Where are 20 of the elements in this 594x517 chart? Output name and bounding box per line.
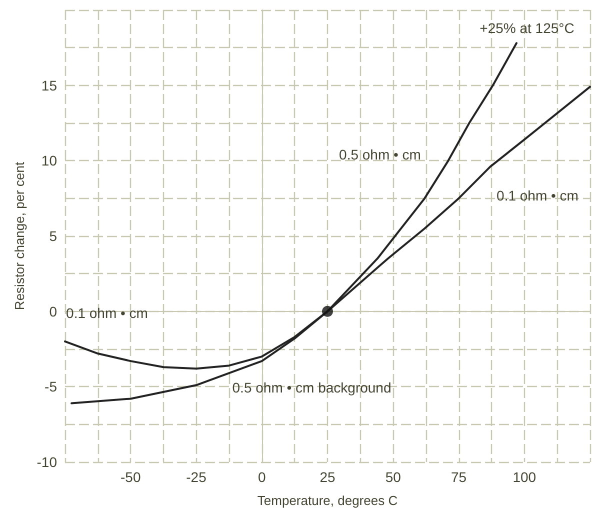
x-tick-label: 50 bbox=[385, 469, 402, 485]
x-tick-label: -50 bbox=[120, 469, 141, 485]
y-tick-label: 10 bbox=[41, 152, 58, 169]
annotation: 0.1 ohm • cm bbox=[66, 304, 148, 321]
y-tick-label: 15 bbox=[41, 77, 58, 94]
y-tick-label: 5 bbox=[49, 228, 58, 244]
x-tick-label: 0 bbox=[258, 469, 266, 485]
annotation: 0.5 ohm • cm bbox=[339, 146, 421, 163]
y-tick-label: -5 bbox=[44, 378, 58, 395]
y-tick-label: 0 bbox=[49, 303, 58, 320]
y-tick-label: -10 bbox=[36, 454, 58, 470]
y-axis-title: Resistor change, per cent bbox=[12, 162, 27, 310]
x-tick-label: 75 bbox=[450, 469, 467, 485]
annotation: +25% at 125°C bbox=[480, 20, 574, 36]
x-tick-label: 100 bbox=[512, 469, 536, 485]
x-axis-title: Temperature, degrees C bbox=[257, 493, 398, 508]
x-tick-label: -25 bbox=[186, 469, 207, 485]
annotation: 0.5 ohm • cm background bbox=[232, 379, 392, 396]
x-tick-label: 25 bbox=[320, 469, 336, 485]
annotation: 0.1 ohm • cm bbox=[496, 187, 578, 204]
